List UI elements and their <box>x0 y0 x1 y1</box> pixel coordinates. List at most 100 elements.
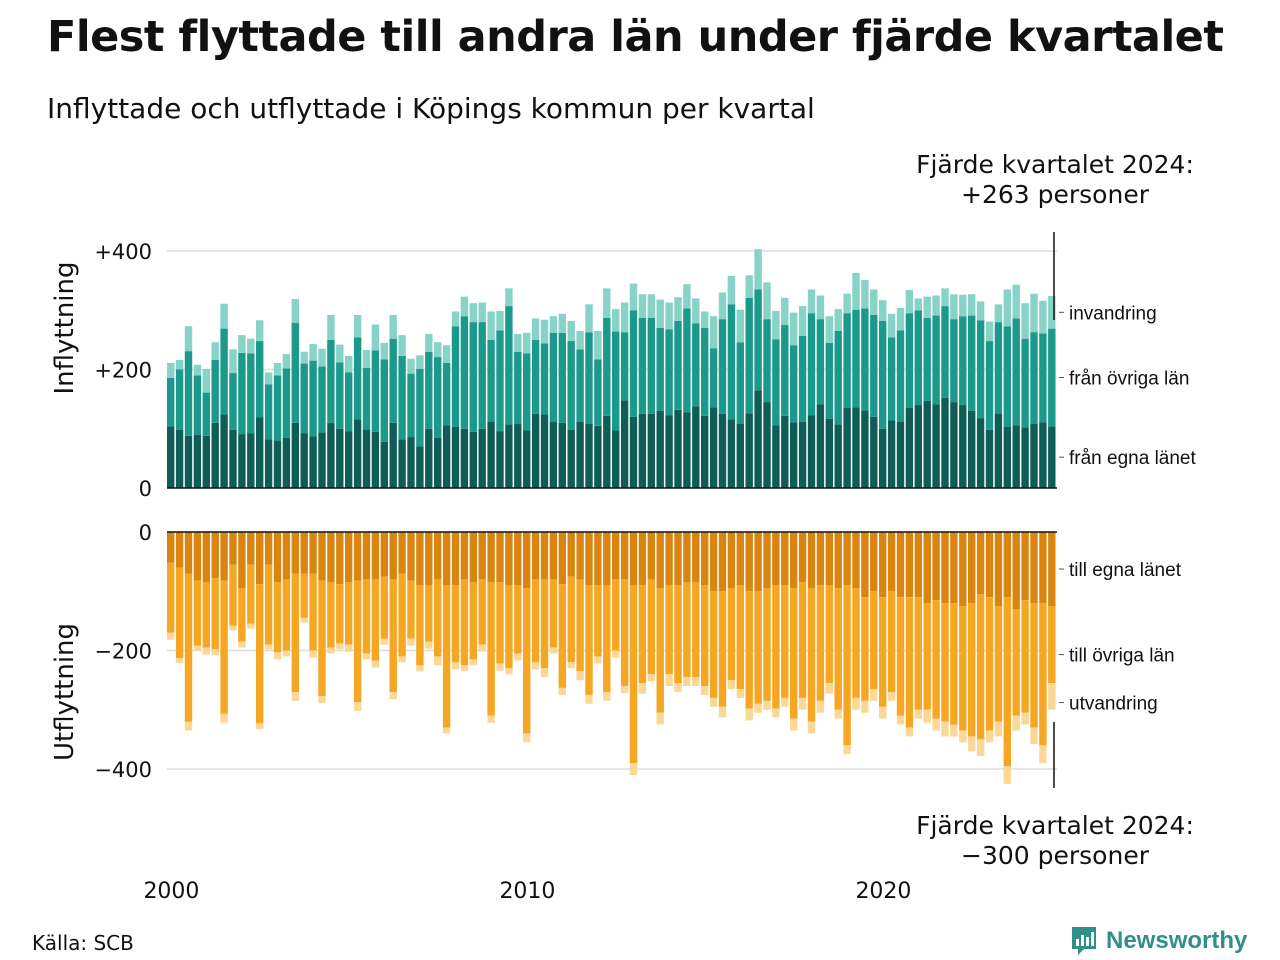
callout-outflow-line1: Fjärde kvartalet 2024: <box>916 811 1194 840</box>
bar-outflow <box>442 532 451 586</box>
bar-inflow <box>861 280 869 309</box>
bar-inflow <box>567 320 575 342</box>
bar-inflow <box>1012 425 1020 488</box>
bar-inflow <box>843 408 851 488</box>
bar-outflow <box>950 724 958 737</box>
bar-inflow <box>523 353 531 431</box>
bar-inflow <box>442 362 451 426</box>
bar-inflow <box>247 353 255 434</box>
bar-inflow <box>309 360 317 437</box>
bar-outflow <box>736 585 744 690</box>
bar-outflow <box>523 532 531 589</box>
bar-outflow <box>247 532 255 565</box>
bar-outflow <box>256 723 264 730</box>
bar-inflow <box>496 310 504 331</box>
bar-inflow <box>798 421 807 488</box>
bar-inflow <box>843 313 851 409</box>
bar-outflow <box>371 660 380 668</box>
bar-inflow <box>523 430 531 488</box>
bar-inflow <box>487 421 495 488</box>
bar-outflow <box>718 706 727 718</box>
bar-outflow <box>709 591 718 698</box>
bar-inflow <box>398 335 406 356</box>
bar-outflow <box>887 532 896 592</box>
bar-inflow <box>745 297 753 414</box>
bar-outflow <box>683 677 691 687</box>
bar-outflow <box>220 580 228 714</box>
bar-inflow <box>300 433 308 488</box>
bar-inflow <box>211 342 219 361</box>
bar-inflow <box>460 296 469 317</box>
bar-inflow <box>745 413 753 489</box>
bar-inflow <box>540 414 549 488</box>
bar-inflow <box>727 304 736 420</box>
bar-inflow <box>861 410 869 488</box>
bar-outflow <box>193 645 202 651</box>
bar-inflow <box>887 420 896 488</box>
bar-outflow <box>887 691 896 701</box>
xtick-label: 2020 <box>855 879 911 904</box>
bar-inflow <box>798 335 807 422</box>
bar-inflow <box>665 415 673 488</box>
bar-inflow <box>238 434 246 488</box>
bar-outflow <box>416 665 424 672</box>
bar-outflow <box>754 532 762 592</box>
bar-inflow <box>496 431 504 488</box>
bar-outflow <box>193 580 202 646</box>
bar-outflow <box>825 532 833 586</box>
bar-outflow <box>167 562 175 633</box>
bar-outflow <box>353 702 362 711</box>
bar-inflow <box>816 295 825 320</box>
bar-outflow <box>451 585 460 663</box>
bar-inflow <box>407 373 415 438</box>
bar-outflow <box>612 650 620 658</box>
bar-inflow <box>701 415 709 488</box>
bar-outflow <box>531 662 540 670</box>
bar-inflow <box>843 293 851 314</box>
bar-inflow <box>923 317 931 401</box>
bar-outflow <box>300 532 308 574</box>
bar-outflow <box>665 532 673 586</box>
bar-outflow <box>487 532 495 583</box>
bar-inflow <box>665 302 673 330</box>
bar-inflow <box>638 317 647 414</box>
bar-outflow <box>380 638 388 645</box>
bar-outflow <box>264 532 273 565</box>
bar-outflow <box>816 532 825 586</box>
bar-inflow <box>896 421 905 488</box>
bar-inflow <box>603 317 611 416</box>
bar-inflow <box>362 429 371 488</box>
callout-inflow: Fjärde kvartalet 2024: +263 personer <box>875 150 1235 210</box>
bar-outflow <box>834 532 842 589</box>
bar-inflow <box>834 330 842 425</box>
bar-inflow <box>754 249 762 290</box>
bar-outflow <box>407 532 415 581</box>
bar-inflow <box>941 306 949 398</box>
bar-inflow <box>220 414 228 488</box>
bar-outflow <box>709 532 718 592</box>
bar-inflow <box>763 282 771 320</box>
bar-inflow <box>923 296 931 318</box>
bar-outflow <box>211 578 219 650</box>
bar-outflow <box>923 603 931 710</box>
bar-outflow <box>976 532 985 595</box>
bar-outflow <box>656 588 664 713</box>
bar-outflow <box>620 532 629 580</box>
bar-inflow <box>959 405 967 488</box>
bar-outflow <box>1012 532 1020 610</box>
bar-outflow <box>336 643 344 650</box>
bar-inflow <box>896 330 905 422</box>
bar-outflow <box>932 600 940 719</box>
bar-inflow <box>416 355 424 369</box>
bar-outflow <box>656 712 664 725</box>
bar-outflow <box>1039 603 1047 746</box>
bar-outflow <box>781 585 789 698</box>
bar-outflow <box>727 532 736 589</box>
bar-inflow <box>398 355 406 440</box>
bar-outflow <box>959 532 967 607</box>
bar-outflow <box>834 588 842 710</box>
bar-outflow <box>620 579 629 687</box>
bar-inflow <box>950 319 958 403</box>
bar-inflow <box>790 422 798 488</box>
bar-inflow <box>647 413 655 488</box>
